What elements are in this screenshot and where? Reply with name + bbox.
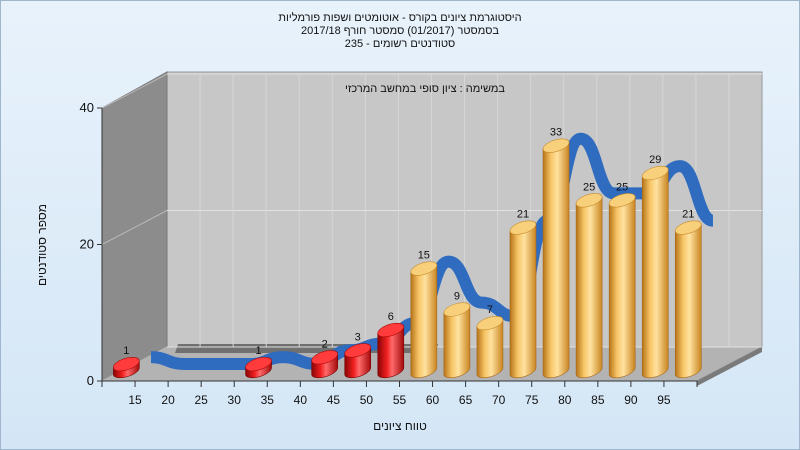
- left-wall: [101, 71, 168, 382]
- data-label: 33: [550, 127, 562, 139]
- bar: [245, 356, 272, 379]
- x-tick-label: 45: [327, 393, 341, 407]
- x-tick-label: 90: [624, 393, 638, 407]
- data-label: 3: [355, 331, 361, 343]
- bar: [113, 356, 140, 379]
- x-tick-label: 65: [459, 393, 473, 407]
- y-tick-label: 40: [80, 100, 94, 115]
- data-label: 1: [123, 345, 129, 357]
- x-tick-label: 50: [360, 393, 374, 407]
- x-tick-label: 95: [657, 393, 671, 407]
- y-tick-label: 20: [80, 237, 94, 252]
- x-tick-label: 70: [492, 393, 506, 407]
- bar: [608, 193, 636, 379]
- bar: [575, 193, 603, 379]
- x-tick-label: 60: [426, 393, 440, 407]
- bar: [674, 220, 702, 379]
- gridline: [101, 73, 168, 109]
- x-ticks: 15 20 25 30 35 40 45 50 55 60 65 70 75 80 85 90 95: [101, 381, 698, 407]
- y-axis-label: מספר סטודנטים: [35, 204, 49, 286]
- data-label: 29: [649, 154, 661, 166]
- x-tick-label: 80: [558, 393, 572, 407]
- chart-title-line-1: היסטוגרמת ציונים בקורס - אוטומטים ושפות …: [278, 12, 522, 24]
- data-label: 9: [454, 290, 460, 302]
- x-tick-label: 40: [294, 393, 308, 407]
- y-ticks: 0 20 40: [80, 100, 102, 388]
- bar: [641, 165, 669, 379]
- chart-title-line-2: בסמסטר (01/2017) סמסטר חורף 2017/18: [300, 25, 500, 37]
- bar: [476, 316, 504, 379]
- chart-title-line-3: סטודנטים רשומים - 235: [344, 38, 456, 50]
- data-label: 6: [388, 311, 394, 323]
- x-tick-label: 30: [228, 393, 242, 407]
- x-tick-label: 20: [161, 393, 175, 407]
- x-tick-label: 25: [194, 393, 208, 407]
- x-tick-label: 35: [261, 393, 275, 407]
- x-tick-label: 15: [128, 393, 142, 407]
- bar: [344, 343, 372, 379]
- data-label: 25: [616, 181, 628, 193]
- bar: [542, 138, 570, 379]
- x-axis-label: טווח ציונים: [373, 419, 427, 433]
- data-labels: 1 1 2 3 6 15 9 7 21 33 25 25 29 21: [123, 127, 694, 357]
- data-label: 7: [487, 304, 493, 316]
- data-label: 15: [418, 250, 430, 262]
- x-tick-label: 75: [525, 393, 539, 407]
- gridline: [101, 210, 168, 245]
- floor-front-edge: [697, 347, 762, 386]
- data-label: 1: [255, 345, 261, 357]
- bar: [410, 261, 438, 379]
- bar: [509, 220, 537, 379]
- x-tick-label: 55: [393, 393, 407, 407]
- data-label: 2: [322, 338, 328, 350]
- x-tick-label: 85: [591, 393, 605, 407]
- chart-subtitle: במשימה : ציון סופי במחשב המרכזי: [345, 83, 505, 95]
- bar: [311, 350, 338, 379]
- bar: [443, 302, 471, 379]
- data-label: 25: [583, 181, 595, 193]
- data-label: 21: [682, 209, 694, 221]
- y-tick-label: 0: [87, 373, 94, 388]
- data-label: 21: [517, 209, 529, 221]
- bars: [113, 138, 702, 379]
- bar: [377, 322, 405, 379]
